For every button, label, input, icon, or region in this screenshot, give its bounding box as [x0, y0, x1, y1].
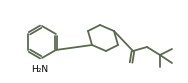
Text: H₂N: H₂N: [31, 65, 49, 74]
